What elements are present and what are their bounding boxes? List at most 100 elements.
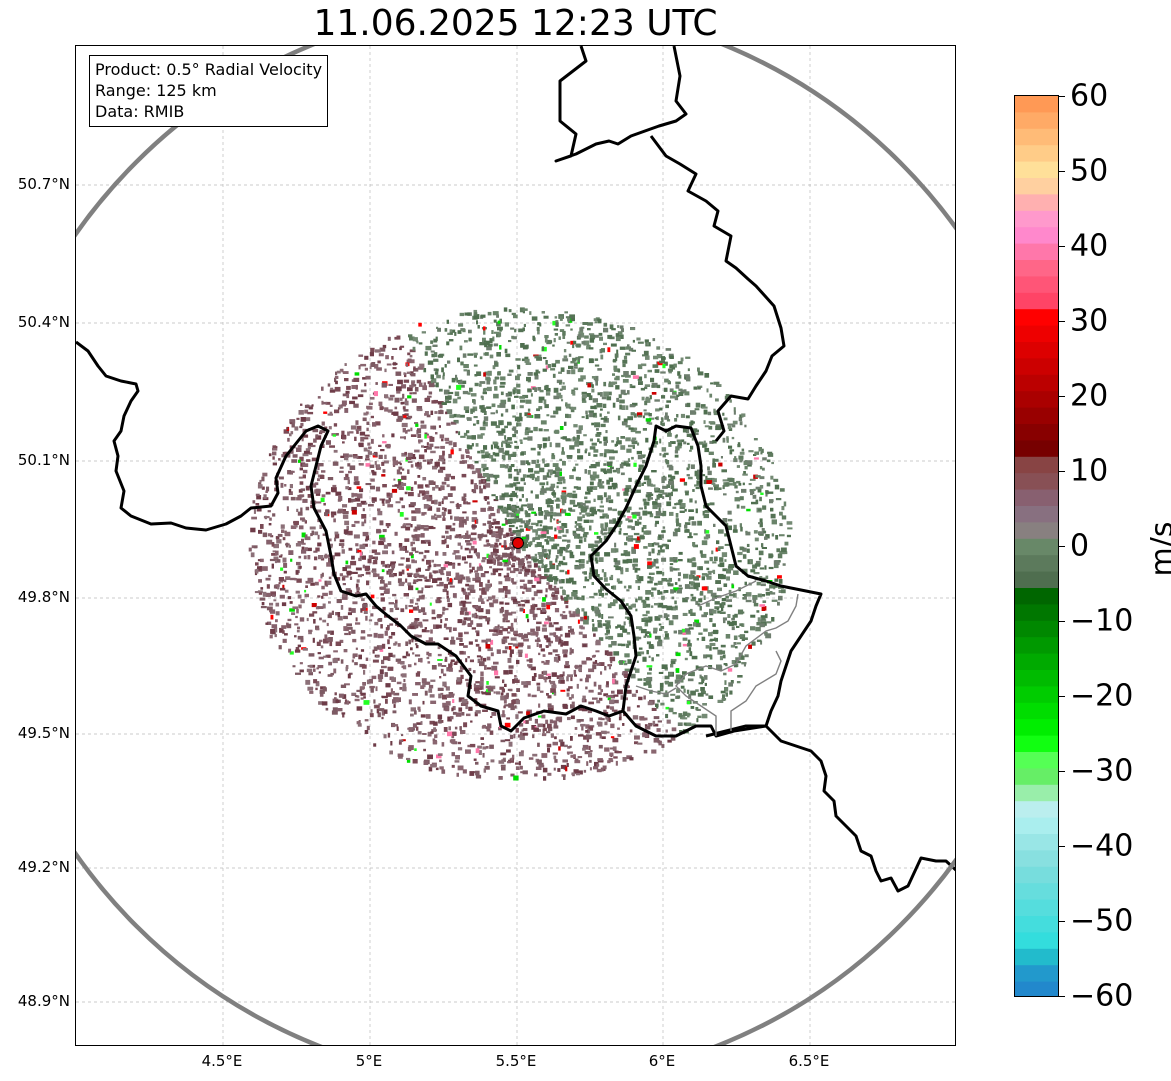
radar-map[interactable] [75,45,956,1046]
echo-pixel [584,505,589,510]
echo-pixel [715,580,721,584]
echo-pixel [625,425,631,428]
echo-pixel [365,657,369,661]
echo-pixel [727,510,732,515]
echo-pixel [555,558,558,563]
echo-pixel [418,709,421,712]
echo-pixel [678,642,682,647]
echo-pixel [424,413,427,416]
echo-pixel [416,379,422,384]
echo-pixel [648,530,652,535]
echo-pixel [546,602,552,606]
echo-pixel [611,690,615,694]
echo-pixel [498,581,503,585]
echo-pixel [384,407,389,412]
echo-pixel [504,589,511,595]
echo-pixel [554,534,558,539]
echo-pixel [536,621,542,625]
echo-pixel [356,689,361,692]
echo-pixel [686,376,691,382]
echo-pixel [631,437,637,441]
echo-pixel [416,598,420,602]
echo-pixel [461,698,468,704]
echo-pixel [642,510,648,516]
echo-pixel [617,325,620,328]
echo-pixel [644,633,648,637]
echo-pixel [406,456,412,460]
echo-pixel [714,637,718,642]
echo-pixel [662,485,668,489]
echo-pixel [321,470,326,473]
echo-pixel [534,773,538,777]
echo-pixel [565,578,572,584]
echo-pixel [553,725,559,729]
echo-pixel [490,652,494,657]
echo-pixel [584,335,589,339]
echo-pixel [666,719,671,724]
echo-pixel [526,554,531,559]
echo-pixel [581,391,587,395]
echo-pixel [629,622,632,627]
echo-pixel [387,571,391,574]
echo-pixel [700,553,703,557]
echo-pixel [401,384,407,389]
echo-pixel [400,471,402,475]
echo-pixel [527,645,531,649]
echo-pixel [623,371,629,376]
echo-pixel [508,703,515,708]
echo-pixel [508,527,512,532]
echo-pixel [558,677,565,680]
echo-pixel [600,354,604,360]
echo-pixel [570,409,575,413]
echo-pixel [511,693,517,697]
echo-pixel [487,579,490,583]
echo-pixel [347,673,351,679]
echo-pixel [621,462,627,466]
echo-pixel [561,385,566,390]
echo-pixel [566,341,571,344]
echo-pixel [575,609,580,614]
echo-pixel [360,574,364,577]
echo-pixel [462,769,467,774]
echo-pixel [507,397,511,402]
echo-pixel [577,448,581,454]
echo-pixel [461,535,464,539]
echo-pixel [354,436,357,441]
echo-pixel [428,391,433,395]
echo-pixel [331,610,334,615]
echo-pixel [373,573,380,577]
echo-pixel [514,395,519,398]
echo-pixel [305,534,308,538]
echo-pixel [479,684,484,690]
echo-pixel [394,531,398,536]
echo-pixel [387,639,390,645]
echo-pixel [378,618,383,622]
echo-pixel [562,590,566,596]
echo-pixel [538,534,544,539]
echo-pixel [566,414,572,419]
echo-pixel [776,548,781,553]
echo-pixel [594,415,598,418]
echo-pixel [592,661,596,665]
echo-pixel [781,589,786,594]
echo-pixel [462,620,467,625]
echo-pixel [325,707,329,711]
echo-pixel [392,710,397,714]
echo-pixel [399,739,404,742]
echo-pixel [463,369,468,372]
echo-pixel [717,699,724,703]
echo-pixel [450,449,454,455]
echo-pixel [559,381,562,385]
echo-pixel [356,695,360,698]
echo-pixel [677,568,680,571]
echo-pixel [562,358,569,362]
echo-pixel [498,332,502,337]
echo-pixel [388,602,394,605]
echo-pixel [701,679,705,683]
echo-pixel [252,500,256,504]
echo-pixel [739,459,743,463]
echo-pixel [382,434,385,438]
echo-pixel [403,545,407,551]
echo-pixel [575,560,581,563]
echo-pixel [506,717,510,720]
